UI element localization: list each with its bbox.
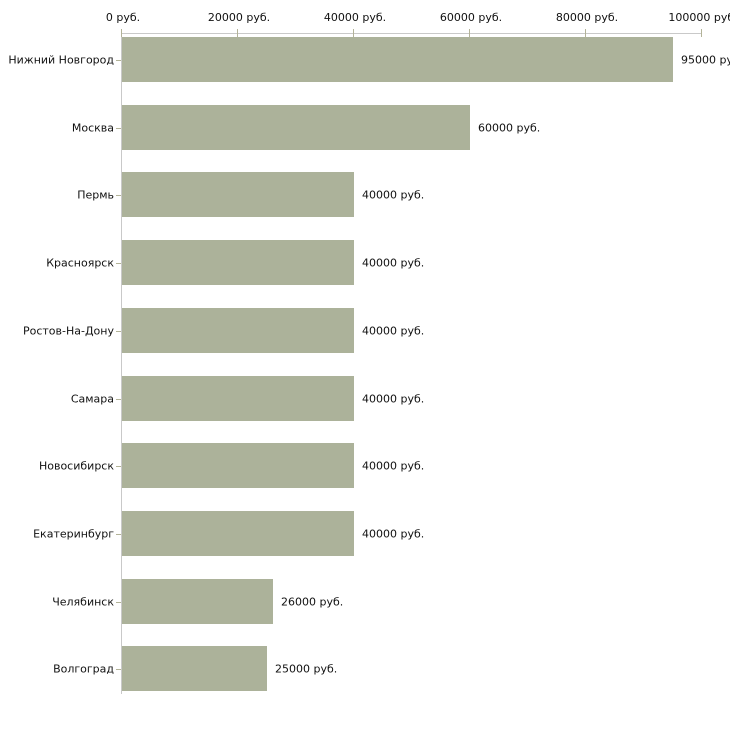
bar-category-label: Красноярск	[46, 256, 114, 269]
x-axis-tick-label: 80000 руб.	[555, 11, 619, 24]
bar-category-label: Нижний Новгород	[8, 53, 114, 66]
bar-value-label: 40000 руб.	[362, 324, 425, 337]
bar	[122, 646, 267, 691]
x-axis-tick-label: 60000 руб.	[439, 11, 503, 24]
bar-value-label: 40000 руб.	[362, 188, 425, 201]
x-axis-tick-label: 100000 руб.	[668, 11, 730, 24]
bar	[122, 37, 673, 82]
y-axis-tick	[116, 602, 121, 603]
y-axis-tick	[116, 128, 121, 129]
x-axis-tick	[585, 29, 586, 37]
x-axis-tick-label: 20000 руб.	[207, 11, 271, 24]
bar-category-label: Самара	[70, 392, 114, 405]
y-axis-tick	[116, 263, 121, 264]
y-axis-tick	[116, 60, 121, 61]
y-axis-tick	[116, 399, 121, 400]
bar	[122, 105, 470, 150]
bar	[122, 240, 354, 285]
y-axis-tick	[116, 331, 121, 332]
bar-value-label: 40000 руб.	[362, 527, 425, 540]
x-axis-tick	[701, 29, 702, 37]
x-axis-tick-label: 0 руб.	[105, 11, 141, 24]
bar-category-label: Пермь	[77, 188, 114, 201]
x-axis-tick	[237, 29, 238, 37]
bar-value-label: 95000 руб.	[681, 53, 730, 66]
bar-category-label: Москва	[71, 121, 114, 134]
bar-value-label: 40000 руб.	[362, 459, 425, 472]
bar-category-label: Ростов-На-Дону	[22, 324, 114, 337]
bar-category-label: Челябинск	[52, 595, 114, 608]
bar	[122, 308, 354, 353]
bar-category-label: Новосибирск	[38, 459, 114, 472]
y-axis-line	[121, 33, 122, 694]
y-axis-tick	[116, 534, 121, 535]
x-axis-tick-label: 40000 руб.	[323, 11, 387, 24]
y-axis-tick	[116, 669, 121, 670]
y-axis-tick	[116, 195, 121, 196]
bar-value-label: 60000 руб.	[478, 121, 541, 134]
bar-value-label: 26000 руб.	[281, 595, 344, 608]
bar	[122, 172, 354, 217]
y-axis-tick	[116, 466, 121, 467]
bar-value-label: 40000 руб.	[362, 256, 425, 269]
bar	[122, 443, 354, 488]
x-axis-line	[121, 33, 702, 34]
bar-value-label: 25000 руб.	[275, 662, 338, 675]
bar-category-label: Екатеринбург	[33, 527, 114, 540]
bar	[122, 579, 273, 624]
x-axis-tick	[469, 29, 470, 37]
x-axis-tick	[353, 29, 354, 37]
x-axis-tick	[121, 29, 122, 37]
bar	[122, 511, 354, 556]
bar-value-label: 40000 руб.	[362, 392, 425, 405]
bar-category-label: Волгоград	[53, 662, 114, 675]
bar	[122, 376, 354, 421]
